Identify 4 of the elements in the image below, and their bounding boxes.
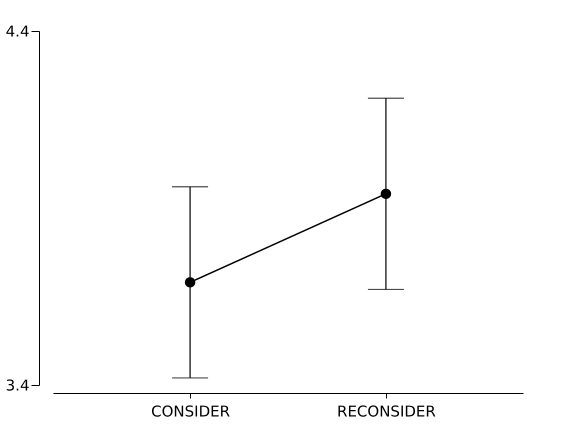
y-tick-label: 4.4 <box>6 22 30 40</box>
x-tick-label: RECONSIDER <box>337 402 436 420</box>
x-tick-label: CONSIDER <box>151 402 230 420</box>
y-tick-label: 3.4 <box>6 376 30 394</box>
